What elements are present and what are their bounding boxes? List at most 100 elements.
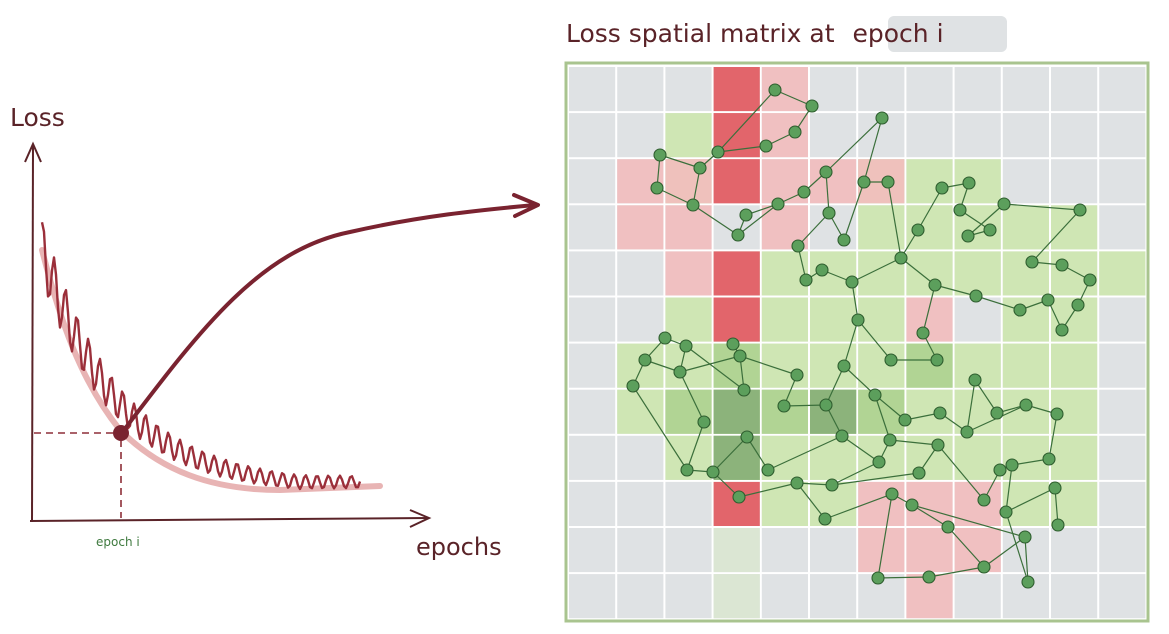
grid-cell — [569, 113, 616, 158]
graph-edge — [1005, 464, 1013, 513]
graph-edge — [857, 319, 892, 361]
red-cell — [665, 251, 712, 296]
graph-node — [658, 331, 672, 345]
grid-cell — [1002, 113, 1049, 158]
grid-cell — [569, 67, 616, 112]
y-axis-label: Loss — [10, 103, 65, 132]
graph-node — [819, 165, 833, 179]
grid-cell — [810, 528, 857, 573]
red-cell — [906, 297, 953, 342]
green-cell — [665, 113, 712, 158]
green-cell — [954, 159, 1001, 204]
graph-node — [977, 560, 991, 574]
red-cell-strong — [713, 67, 760, 112]
grid-cell — [569, 159, 616, 204]
graph-edge — [877, 576, 930, 579]
graph-node — [818, 512, 832, 526]
graph-edge — [1003, 203, 1081, 211]
graph-edge — [967, 203, 1005, 237]
graph-edge — [874, 394, 891, 441]
grid-cell — [665, 67, 712, 112]
graph-node — [1055, 323, 1069, 337]
green-cell — [1002, 343, 1049, 388]
graph-edge — [692, 204, 739, 236]
red-cell — [954, 528, 1001, 573]
grid-cell — [569, 343, 616, 388]
grid-cell — [906, 113, 953, 158]
graph-node — [825, 478, 839, 492]
graph-edge — [825, 365, 845, 406]
loss-grid — [569, 67, 1146, 619]
graph-node — [871, 571, 885, 585]
red-cell — [665, 205, 712, 250]
graph-edge — [824, 493, 893, 520]
red-cell — [617, 159, 664, 204]
graph-node — [1071, 298, 1085, 312]
graph-node — [912, 466, 926, 480]
graph-node — [1083, 273, 1097, 287]
graph-edge — [632, 385, 688, 471]
graph-node — [790, 368, 804, 382]
grid-cell — [617, 251, 664, 296]
graph-node — [697, 415, 711, 429]
y-axis — [31, 144, 34, 523]
graph-edge — [863, 117, 883, 183]
graph-node — [916, 326, 930, 340]
grid-cell — [1099, 574, 1146, 619]
red-cell — [906, 528, 953, 573]
graph-edge — [934, 284, 977, 297]
graph-node — [733, 349, 747, 363]
graph-edge — [922, 284, 936, 334]
graph-edge — [843, 181, 865, 241]
graph-node — [883, 433, 897, 447]
graph-node — [815, 263, 829, 277]
graph-node — [993, 463, 1007, 477]
graph-node — [983, 223, 997, 237]
graph-node — [805, 99, 819, 113]
graph-node — [911, 223, 925, 237]
graph-node — [977, 493, 991, 507]
graph-node — [968, 373, 982, 387]
graph-edge — [911, 504, 1026, 538]
grid-cell — [617, 113, 664, 158]
graph-node — [799, 273, 813, 287]
graph-node — [922, 570, 936, 584]
graph-node — [928, 278, 942, 292]
graph-node — [881, 175, 895, 189]
grid-cell — [617, 528, 664, 573]
graph-node — [935, 181, 949, 195]
graph-node — [837, 359, 851, 373]
graph-edge — [737, 203, 779, 236]
grid-cell — [569, 297, 616, 342]
graph-node — [999, 505, 1013, 519]
graph-edge — [774, 89, 813, 107]
graph-node — [777, 399, 791, 413]
graph-edge — [797, 212, 830, 247]
graph-node — [679, 339, 693, 353]
graph-node — [1041, 293, 1055, 307]
green-cell — [761, 251, 808, 296]
graph-node — [819, 398, 833, 412]
green-cell — [1002, 205, 1049, 250]
graph-edge — [717, 89, 776, 153]
graph-node — [1051, 518, 1065, 532]
graph-node — [868, 388, 882, 402]
graph-nodes — [626, 83, 1097, 589]
grid-cell — [617, 67, 664, 112]
grid-cell — [569, 435, 616, 480]
graph-node — [626, 379, 640, 393]
graph-node — [1013, 303, 1027, 317]
red-cell-strong — [713, 159, 760, 204]
graph-node — [969, 289, 983, 303]
graph-node — [771, 197, 785, 211]
grid-cell — [1099, 205, 1146, 250]
grid-cell — [1051, 574, 1098, 619]
red-cell-strong — [713, 251, 760, 296]
graph-node — [1050, 407, 1064, 421]
red-cell-strong — [713, 481, 760, 526]
graph-node — [761, 463, 775, 477]
graph-node — [872, 455, 886, 469]
graph-edge — [966, 379, 976, 433]
graph-node — [653, 148, 667, 162]
